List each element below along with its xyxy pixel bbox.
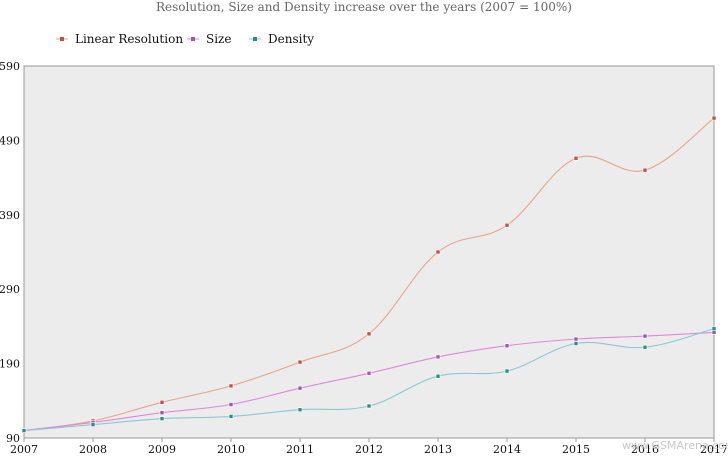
data-point-linear-resolution[interactable] bbox=[573, 155, 579, 161]
legend-label: Linear Resolution bbox=[75, 32, 183, 46]
data-point-linear-resolution[interactable] bbox=[711, 115, 717, 121]
legend-item-density[interactable]: Density bbox=[249, 32, 314, 46]
data-point-size[interactable] bbox=[642, 333, 648, 339]
chart-title: Resolution, Size and Density increase ov… bbox=[156, 0, 572, 14]
data-point-size[interactable] bbox=[435, 354, 441, 360]
data-point-density[interactable] bbox=[711, 326, 717, 331]
data-point-density[interactable] bbox=[504, 368, 510, 374]
legend-marker bbox=[60, 37, 64, 41]
x-tick-label: 2007 bbox=[10, 443, 38, 456]
data-point-density[interactable] bbox=[297, 407, 303, 413]
data-point-density[interactable] bbox=[573, 341, 579, 346]
data-point-linear-resolution[interactable] bbox=[504, 222, 510, 228]
data-point-size[interactable] bbox=[366, 370, 372, 376]
y-tick-label: 590 bbox=[0, 60, 20, 73]
x-tick-label: 2016 bbox=[631, 443, 659, 456]
data-point-linear-resolution[interactable] bbox=[228, 383, 234, 389]
data-point-size[interactable] bbox=[504, 343, 510, 349]
x-tick-label: 2010 bbox=[217, 443, 245, 456]
data-point-linear-resolution[interactable] bbox=[366, 331, 372, 337]
data-point-linear-resolution[interactable] bbox=[642, 167, 648, 173]
legend-item-size[interactable]: Size bbox=[187, 32, 231, 46]
data-point-size[interactable] bbox=[297, 385, 303, 391]
series-density bbox=[21, 326, 717, 433]
series-line-linear-resolution bbox=[23, 117, 715, 432]
data-point-density[interactable] bbox=[366, 403, 372, 409]
data-point-linear-resolution[interactable] bbox=[297, 359, 303, 365]
legend: Linear Resolution Size Density bbox=[56, 32, 314, 46]
data-point-density[interactable] bbox=[21, 428, 27, 433]
data-point-linear-resolution[interactable] bbox=[159, 399, 165, 405]
data-point-density[interactable] bbox=[228, 414, 234, 419]
x-tick-label: 2014 bbox=[493, 443, 521, 456]
data-point-size[interactable] bbox=[573, 336, 579, 342]
x-tick-label: 2012 bbox=[355, 443, 383, 456]
y-tick-label: 290 bbox=[0, 283, 20, 296]
y-axis: 90 190 290 390 490 590 bbox=[0, 60, 20, 445]
legend-label: Density bbox=[268, 32, 314, 46]
legend-item-linear-resolution[interactable]: Linear Resolution bbox=[56, 32, 183, 46]
watermark: www.GSMArena.com bbox=[622, 439, 728, 452]
data-point-size[interactable] bbox=[228, 402, 234, 407]
legend-label: Size bbox=[206, 32, 231, 46]
data-point-density[interactable] bbox=[435, 373, 441, 379]
x-tick-label: 2011 bbox=[286, 443, 314, 456]
data-point-density[interactable] bbox=[90, 422, 96, 427]
data-point-linear-resolution[interactable] bbox=[435, 249, 441, 255]
y-tick-label: 190 bbox=[0, 358, 20, 371]
x-tick-label: 2013 bbox=[424, 443, 452, 456]
legend-marker bbox=[191, 37, 195, 41]
x-tick-label: 2009 bbox=[148, 443, 176, 456]
data-point-density[interactable] bbox=[642, 344, 648, 350]
x-tick-label: 2015 bbox=[562, 443, 590, 456]
x-tick-label: 2017 bbox=[700, 443, 728, 456]
legend-marker bbox=[253, 37, 257, 41]
series-layer bbox=[21, 115, 717, 433]
plot-area bbox=[23, 65, 715, 439]
y-tick-label: 90 bbox=[6, 432, 20, 445]
x-axis: 2007 2008 2009 2010 2011 2012 2013 2014 2015 2016… bbox=[10, 438, 728, 456]
data-point-size[interactable] bbox=[711, 330, 717, 335]
x-tick-label: 2008 bbox=[79, 443, 107, 456]
y-tick-label: 490 bbox=[0, 134, 20, 147]
data-point-size[interactable] bbox=[159, 410, 165, 416]
data-point-density[interactable] bbox=[159, 416, 165, 421]
y-tick-label: 390 bbox=[0, 209, 20, 222]
